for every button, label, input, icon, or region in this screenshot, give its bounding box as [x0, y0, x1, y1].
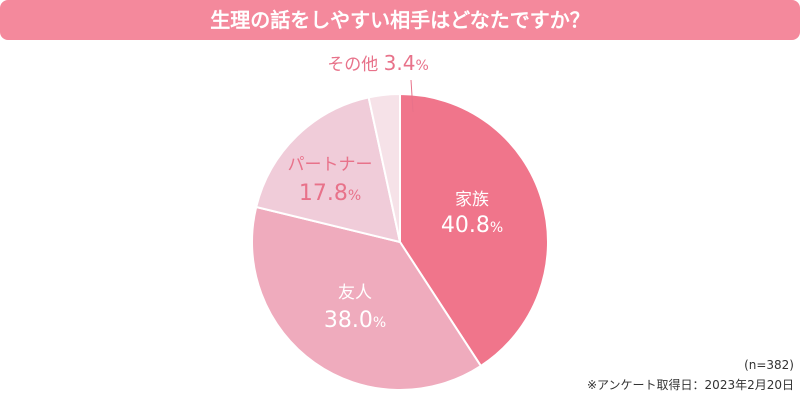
survey-date: ※アンケート取得日：2023年2月20日 [586, 378, 794, 392]
pie-slice-1 [251, 205, 483, 391]
pie-slice-2 [254, 96, 402, 244]
sample-size: (n=382) [744, 358, 794, 372]
slice-label: 家族 [455, 190, 489, 210]
slice-value: 38.0% [324, 308, 386, 333]
slice-label: パートナー [288, 155, 373, 175]
leader-line [410, 79, 414, 113]
slice-label: その他 3.4% [327, 51, 429, 75]
slice-value: 40.8% [441, 213, 503, 238]
chart-title: 生理の話をしやすい相手はどなたですか？ [0, 0, 800, 40]
pie-slice-3 [367, 92, 401, 243]
slice-value: 17.8% [299, 181, 361, 206]
slice-label: 友人 [338, 283, 372, 303]
